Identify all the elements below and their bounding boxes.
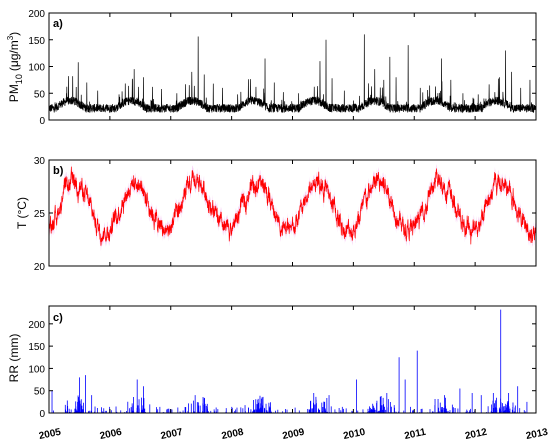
y-tick-label: 200 bbox=[28, 9, 45, 20]
y-tick-label: 0 bbox=[39, 116, 45, 127]
temperature-y-ticks: 20 25 30 bbox=[34, 156, 536, 273]
y-tick-label: 100 bbox=[28, 364, 45, 375]
pm10-y-ticks: 0 50 100 150 200 bbox=[28, 9, 536, 127]
y-tick-label: 0 bbox=[39, 409, 45, 420]
panel-c: c) 0 50 100 150 200 RR (mm) bbox=[7, 305, 537, 420]
x-tick-label: 2010 bbox=[342, 427, 366, 442]
y-tick-label: 100 bbox=[28, 63, 45, 74]
temperature-series-line bbox=[48, 166, 537, 246]
x-tick-label: 2009 bbox=[281, 427, 305, 442]
y-tick-label: 30 bbox=[34, 156, 46, 167]
x-tick-label: 2006 bbox=[99, 427, 123, 442]
x-tick-label: 2013 bbox=[525, 427, 549, 442]
x-tick-label: 2008 bbox=[221, 427, 245, 442]
y-tick-label: 20 bbox=[34, 262, 46, 273]
temperature-axes-box bbox=[48, 159, 537, 267]
temperature-y-axis-label: T (°C) bbox=[15, 197, 29, 229]
rainfall-axes-box bbox=[48, 305, 537, 414]
pm10-y-axis-label: PM10(μg/m3) bbox=[6, 32, 24, 102]
temperature-plot-area bbox=[48, 161, 537, 252]
x-tick-label: 2011 bbox=[403, 427, 427, 442]
panel-b: b) 20 25 30 T (°C) bbox=[15, 156, 537, 273]
panel-a: a) 0 50 100 150 200 PM10(μg/m3) bbox=[6, 9, 537, 127]
pm10-series-line bbox=[48, 34, 537, 114]
panel-label-c: c) bbox=[53, 312, 63, 324]
y-tick-label: 25 bbox=[34, 209, 46, 220]
panel-label-a: a) bbox=[53, 18, 63, 30]
pm10-plot-area bbox=[48, 34, 537, 114]
x-tick-label: 2012 bbox=[464, 427, 488, 442]
rainfall-y-ticks: 0 50 100 150 200 bbox=[28, 320, 536, 420]
panel-label-b: b) bbox=[53, 165, 64, 177]
y-tick-label: 150 bbox=[28, 36, 45, 47]
y-tick-label: 150 bbox=[28, 342, 45, 353]
x-axis-ticks: 2005 2006 2007 2008 2009 2010 2011 2012 2013 bbox=[38, 13, 549, 442]
y-tick-label: 200 bbox=[28, 320, 45, 331]
rainfall-y-axis-label: RR (mm) bbox=[7, 334, 21, 383]
y-tick-label: 50 bbox=[34, 89, 46, 100]
x-tick-label: 2005 bbox=[38, 427, 62, 442]
x-tick-label: 2007 bbox=[160, 427, 184, 442]
rainfall-plot-area bbox=[51, 309, 528, 413]
y-tick-label: 50 bbox=[34, 387, 46, 398]
rainfall-series-bars bbox=[51, 309, 528, 413]
